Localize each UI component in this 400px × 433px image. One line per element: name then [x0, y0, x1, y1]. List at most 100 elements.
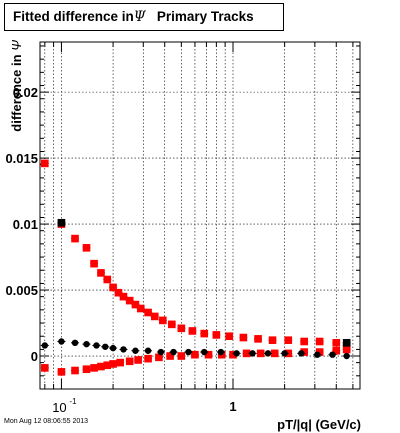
data-point-circle [93, 342, 100, 349]
axis-ticks [40, 42, 360, 390]
data-point-square [315, 348, 324, 356]
data-point-circle [102, 343, 109, 350]
data-point-circle [281, 350, 288, 357]
data-point-square [119, 292, 128, 301]
data-point-circle [41, 342, 49, 349]
data-point-square [97, 269, 105, 277]
data-point-circle [109, 344, 117, 352]
data-point-square [82, 365, 91, 374]
data-point-circle [144, 347, 152, 354]
y-axis-label-psi: Ψ [9, 40, 24, 51]
data-point-square [342, 345, 351, 354]
data-point-square [71, 366, 79, 375]
data-point-square [103, 275, 112, 284]
data-point-square [204, 350, 213, 359]
data-point-square [109, 283, 117, 292]
data-point-square [41, 159, 49, 168]
data-point-square [268, 336, 277, 344]
timestamp-footer: Mon Aug 12 08:06:55 2013 [4, 418, 89, 425]
title-prefix: Fitted difference in [13, 9, 134, 24]
y-axis-label: difference in Ψ [9, 40, 24, 132]
data-point-square [90, 364, 98, 372]
data-point-circle [185, 348, 192, 356]
data-point-square [332, 339, 341, 347]
data-point-square [188, 327, 197, 335]
x-tick-label: 1 [229, 399, 236, 414]
data-point-square [90, 259, 98, 268]
data-point-square [97, 362, 105, 371]
data-point-square [114, 288, 123, 297]
data-point-square [155, 353, 163, 362]
data-point-square [300, 337, 308, 346]
x-tick-label: 10 [52, 400, 66, 415]
data-point-square [332, 346, 341, 355]
data-point-square [144, 354, 152, 363]
data-point-square [116, 358, 124, 367]
plot-frame [39, 41, 361, 390]
data-point-square [41, 364, 49, 372]
data-point-square [57, 368, 66, 376]
data-point-square [342, 339, 351, 347]
data-point-circle [249, 350, 256, 357]
y-tick-label: 0.02 [13, 85, 38, 100]
data-points [40, 159, 351, 376]
data-point-square [136, 304, 145, 313]
data-point-square [125, 357, 134, 366]
data-point-square [131, 300, 140, 309]
chart-title: Fitted difference inΨ Primary Tracks [4, 3, 284, 31]
data-point-square [212, 331, 221, 339]
data-point-square [300, 348, 308, 356]
grid [40, 42, 360, 389]
data-point-square [229, 350, 237, 359]
data-point-square [200, 329, 209, 338]
data-point-circle [83, 340, 90, 348]
data-point-circle [58, 338, 65, 345]
data-point-square [284, 336, 293, 344]
data-point-circle [264, 350, 272, 357]
data-point-square [71, 234, 79, 243]
data-point-square [168, 320, 176, 329]
data-point-square [125, 296, 134, 305]
y-tick-label: 0 [31, 349, 38, 364]
data-point-square [315, 337, 324, 346]
data-point-circle [71, 339, 79, 347]
data-point-circle [201, 348, 208, 356]
psi-symbol: Ψ [133, 9, 146, 25]
data-point-square [270, 349, 279, 358]
data-point-square [159, 316, 167, 325]
data-point-circle [314, 351, 321, 358]
data-point-square [256, 349, 265, 358]
data-point-square [177, 352, 186, 360]
data-point-square [109, 360, 117, 368]
data-point-square [239, 333, 248, 342]
data-point-square [57, 218, 66, 227]
data-point-circle [343, 352, 350, 360]
data-point-square [242, 349, 251, 358]
data-point-circle [217, 348, 225, 356]
data-point-circle [329, 351, 336, 358]
data-point-square [150, 312, 159, 321]
y-axis-label-text: difference in [9, 51, 24, 132]
x-axis-label: pT/|q| (GeV/c) [277, 417, 361, 432]
title-suffix: Primary Tracks [156, 9, 254, 24]
data-point-circle [298, 350, 305, 357]
data-point-square [254, 335, 262, 343]
data-point-circle [170, 348, 177, 356]
data-point-square [82, 244, 91, 252]
data-point-square [225, 332, 233, 341]
y-tick-label: 0.015 [5, 151, 38, 166]
data-point-circle [233, 350, 240, 357]
data-point-square [191, 350, 199, 359]
y-tick-label: 0.005 [5, 283, 38, 298]
y-tick-label: 0.01 [13, 217, 38, 232]
data-point-square [166, 352, 174, 360]
data-point-circle [132, 347, 139, 354]
data-point-circle [157, 348, 165, 356]
data-point-square [177, 324, 186, 333]
data-point-square [103, 361, 112, 370]
data-point-square [134, 356, 142, 364]
x-tick-label-exponent: -1 [69, 397, 77, 406]
data-point-square [144, 308, 152, 317]
